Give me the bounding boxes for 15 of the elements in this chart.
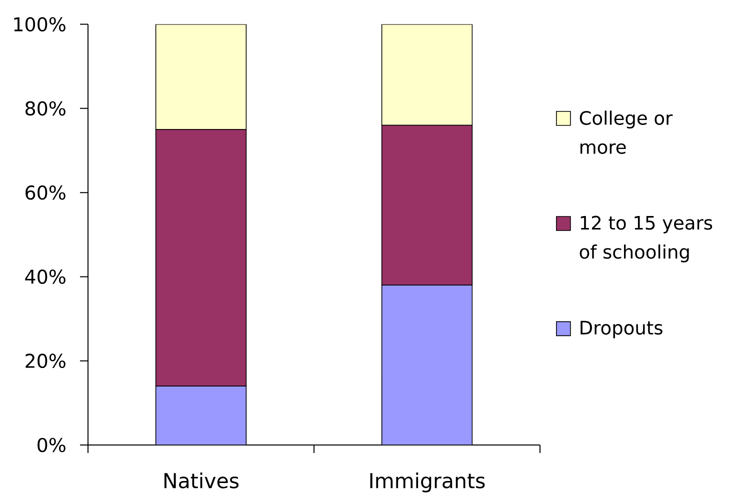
bar [155,24,247,130]
x-tick-label: Immigrants [370,472,485,492]
legend-label: Dropouts [580,320,662,338]
bar [155,386,247,445]
y-tick-label: 100% [14,17,66,32]
bar [381,284,473,445]
legend-label: College or more [580,110,673,154]
y-tick-label: 80% [26,101,66,116]
bar [381,24,473,126]
x-tick-label: Natives [164,472,239,488]
y-tick-label: 40% [25,270,66,284]
y-tick-label: 0% [38,438,66,452]
legend-label: 12 to 15 years of schooling [580,216,712,262]
y-tick-label: 60% [26,185,66,200]
y-tick-label: 20% [26,354,66,368]
